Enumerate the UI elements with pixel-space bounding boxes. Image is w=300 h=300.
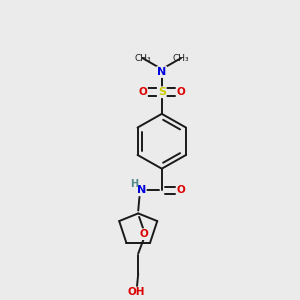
Text: O: O [176, 185, 185, 195]
Text: N: N [157, 67, 167, 77]
Text: N: N [136, 185, 146, 195]
Text: O: O [140, 229, 148, 239]
Text: OH: OH [128, 287, 146, 298]
Text: H: H [130, 179, 138, 189]
Text: O: O [138, 87, 147, 97]
Text: S: S [158, 87, 166, 97]
Text: CH₃: CH₃ [134, 54, 151, 63]
Text: O: O [176, 87, 185, 97]
Text: CH₃: CH₃ [172, 54, 189, 63]
